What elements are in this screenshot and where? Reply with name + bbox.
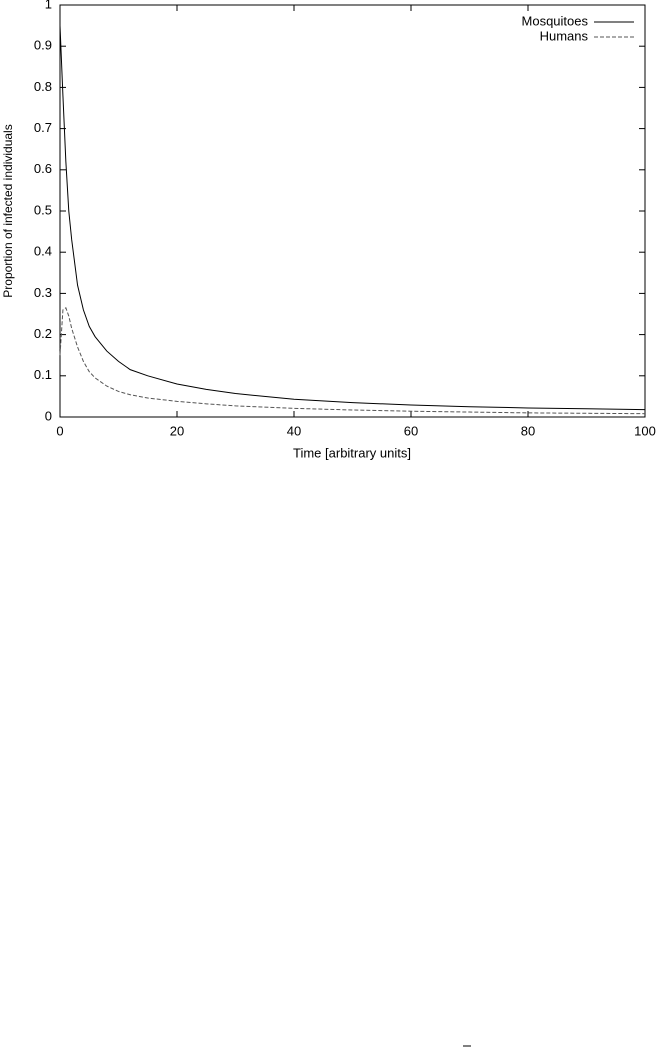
- x-axis-label: Time [arbitrary units]: [293, 445, 411, 460]
- x-tick-label: 20: [170, 423, 184, 438]
- y-tick-label: 0.9: [34, 38, 52, 53]
- y-axis-label: Proportion of infected individuals: [1, 124, 15, 297]
- series-line: [59, 307, 646, 415]
- y-tick-label: 0.8: [34, 79, 52, 94]
- y-tick-label: 0.6: [34, 161, 52, 176]
- x-tick-label: 0: [56, 423, 63, 438]
- plot-frame: [59, 4, 646, 418]
- x-tick-label: 100: [634, 423, 656, 438]
- legend-label: Humans: [540, 28, 589, 43]
- legend-label: Mosquitoes: [522, 13, 589, 28]
- y-tick-label: 0.3: [34, 285, 52, 300]
- y-tick-label: 0.7: [34, 120, 52, 135]
- y-tick-label: 0.1: [34, 367, 52, 382]
- y-tick-label: 0.5: [34, 202, 52, 217]
- x-tick-label: 40: [287, 423, 301, 438]
- y-tick-label: 1: [45, 0, 52, 11]
- x-tick-label: 60: [404, 423, 418, 438]
- series-line: [59, 25, 646, 411]
- y-tick-label: 0.2: [34, 326, 52, 341]
- x-tick-label: 80: [521, 423, 535, 438]
- y-tick-label: 0.4: [34, 244, 52, 259]
- y-tick-label: 0: [45, 408, 52, 423]
